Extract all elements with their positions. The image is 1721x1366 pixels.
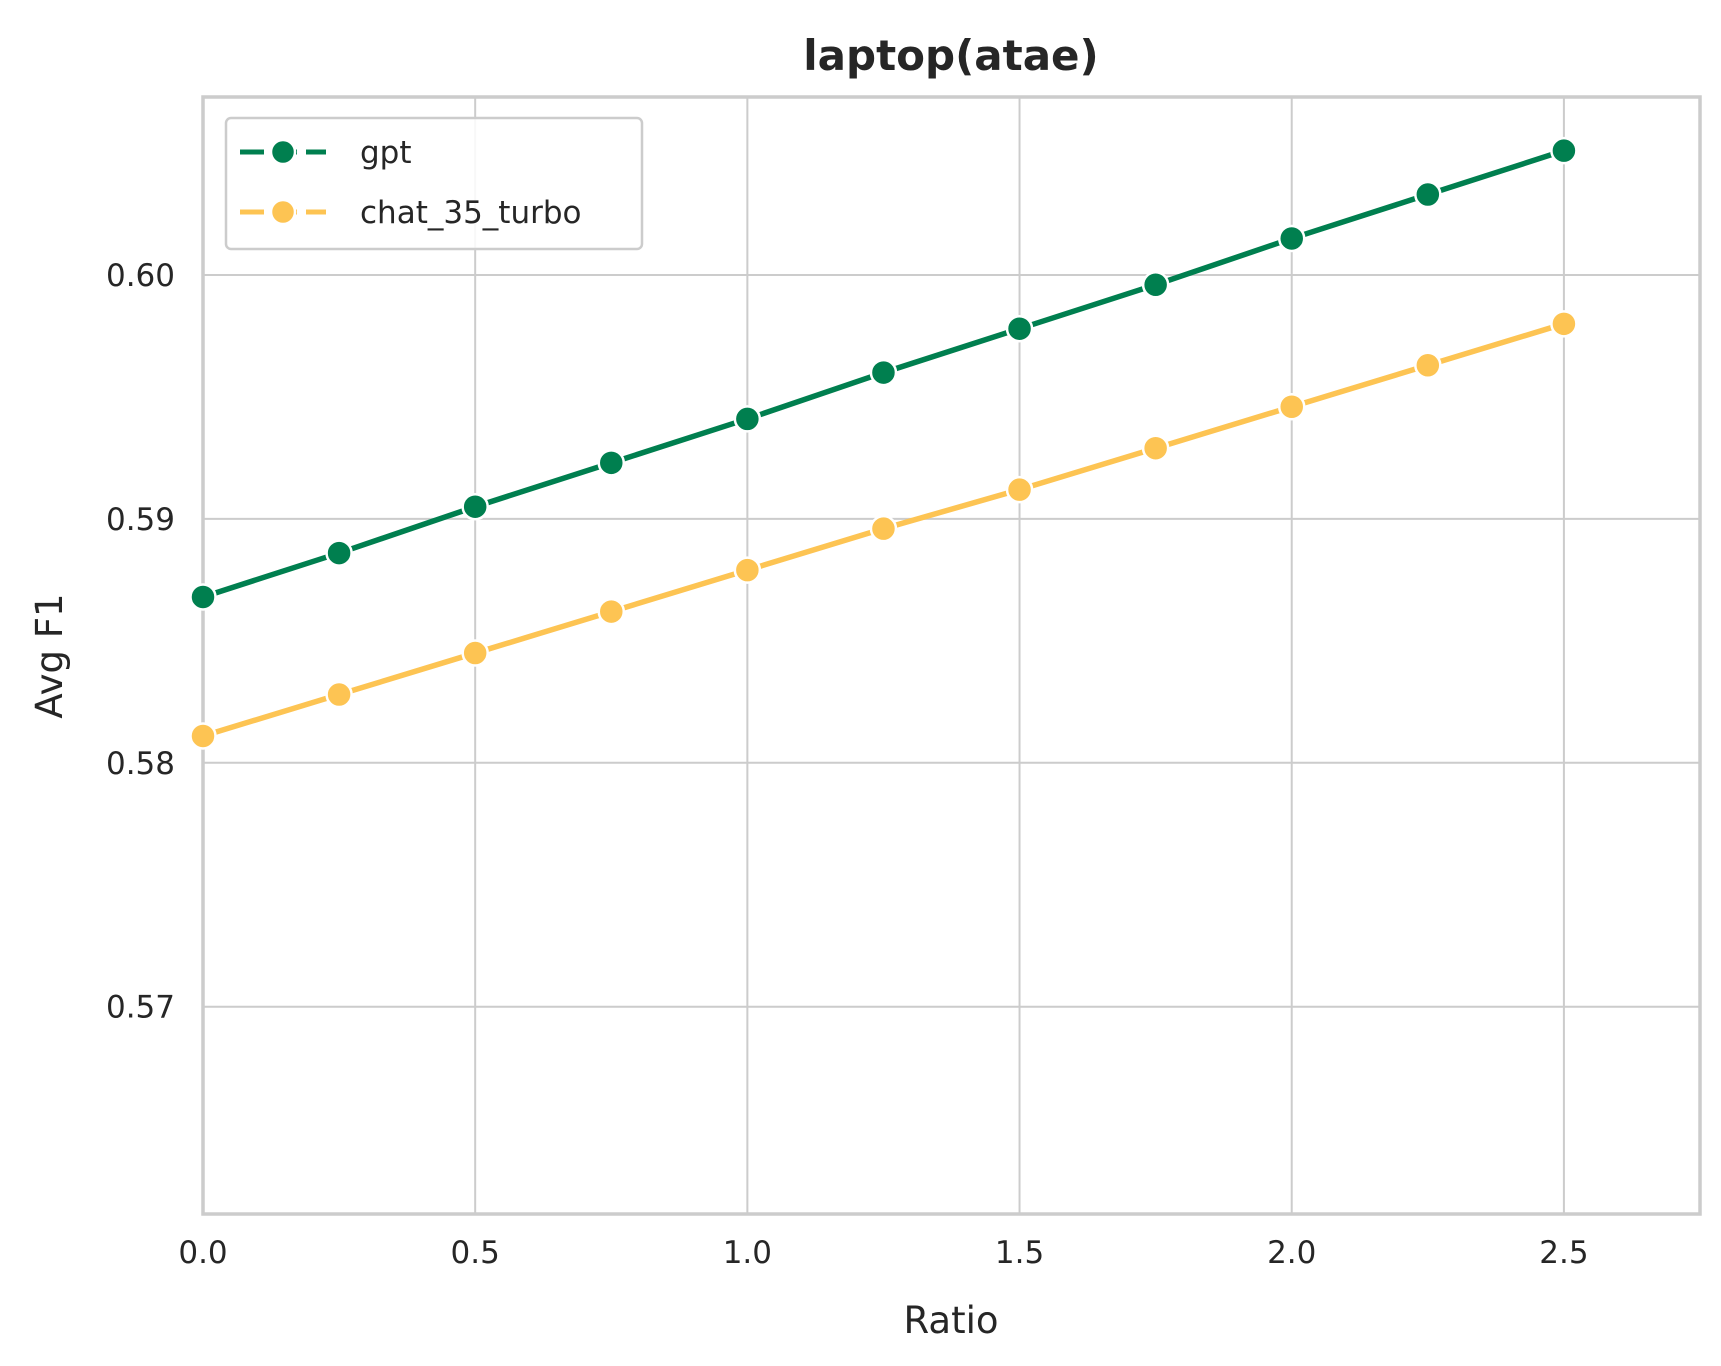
y-tick-label: 0.57 (106, 990, 175, 1026)
x-tick-label: 1.0 (723, 1235, 772, 1271)
data-point-gpt (325, 539, 353, 567)
x-tick-label: 0.0 (178, 1235, 227, 1271)
plot-frame (201, 95, 1702, 1216)
legend-label-gpt: gpt (360, 135, 412, 171)
x-tick-label: 0.5 (451, 1235, 500, 1271)
data-point-gpt (189, 583, 217, 611)
data-point-gpt (1550, 136, 1578, 165)
legend-marker-chat-35-turbo (269, 198, 297, 226)
data-point-gpt (597, 449, 626, 477)
data-point-gpt (1141, 271, 1170, 299)
chart-title: laptop(atae) (803, 31, 1098, 80)
series-layer (189, 136, 1578, 750)
data-point-gpt (733, 405, 762, 433)
data-point-chat-35-turbo (1277, 392, 1306, 421)
y-tick-label: 0.58 (106, 746, 175, 782)
data-point-chat-35-turbo (461, 639, 489, 667)
x-tick-label: 1.5 (995, 1235, 1044, 1271)
legend-entry-chat-35-turbo: chat_35_turbo (240, 195, 581, 231)
data-point-chat-35-turbo (189, 722, 217, 750)
x-tick-label: 2.0 (1267, 1235, 1316, 1271)
series-gpt (189, 136, 1578, 611)
data-point-chat-35-turbo (1141, 434, 1170, 462)
y-tick-label: 0.59 (106, 502, 175, 538)
y-tick-label: 0.60 (106, 258, 175, 294)
data-point-gpt (1277, 224, 1306, 253)
x-tick-labels: 0.0 0.5 1.0 1.5 2.0 2.5 (178, 1235, 1588, 1271)
y-axis-label: Avg F1 (28, 593, 71, 718)
data-point-chat-35-turbo (1414, 351, 1442, 380)
x-axis-label: Ratio (904, 1299, 999, 1342)
legend-entry-gpt: gpt (240, 135, 412, 171)
data-point-gpt (869, 358, 898, 387)
data-point-gpt (461, 492, 489, 521)
legend: gpt chat_35_turbo (224, 116, 644, 251)
series-chat-35-turbo (189, 310, 1578, 750)
grid-lines (202, 97, 1700, 1214)
data-point-chat-35-turbo (1550, 310, 1578, 338)
data-point-gpt (1005, 314, 1034, 343)
data-point-chat-35-turbo (597, 597, 626, 626)
data-point-chat-35-turbo (733, 556, 762, 584)
legend-box (224, 116, 644, 251)
legend-marker-gpt (269, 138, 297, 166)
x-tick-label: 2.5 (1539, 1235, 1588, 1271)
legend-label-chat-35-turbo: chat_35_turbo (360, 195, 581, 231)
plot-background (203, 97, 1700, 1214)
data-point-chat-35-turbo (869, 514, 898, 543)
data-point-gpt (1414, 180, 1442, 209)
y-tick-labels: 0.57 0.58 0.59 0.60 (106, 258, 175, 1026)
data-point-chat-35-turbo (325, 680, 353, 709)
data-point-chat-35-turbo (1005, 475, 1034, 504)
